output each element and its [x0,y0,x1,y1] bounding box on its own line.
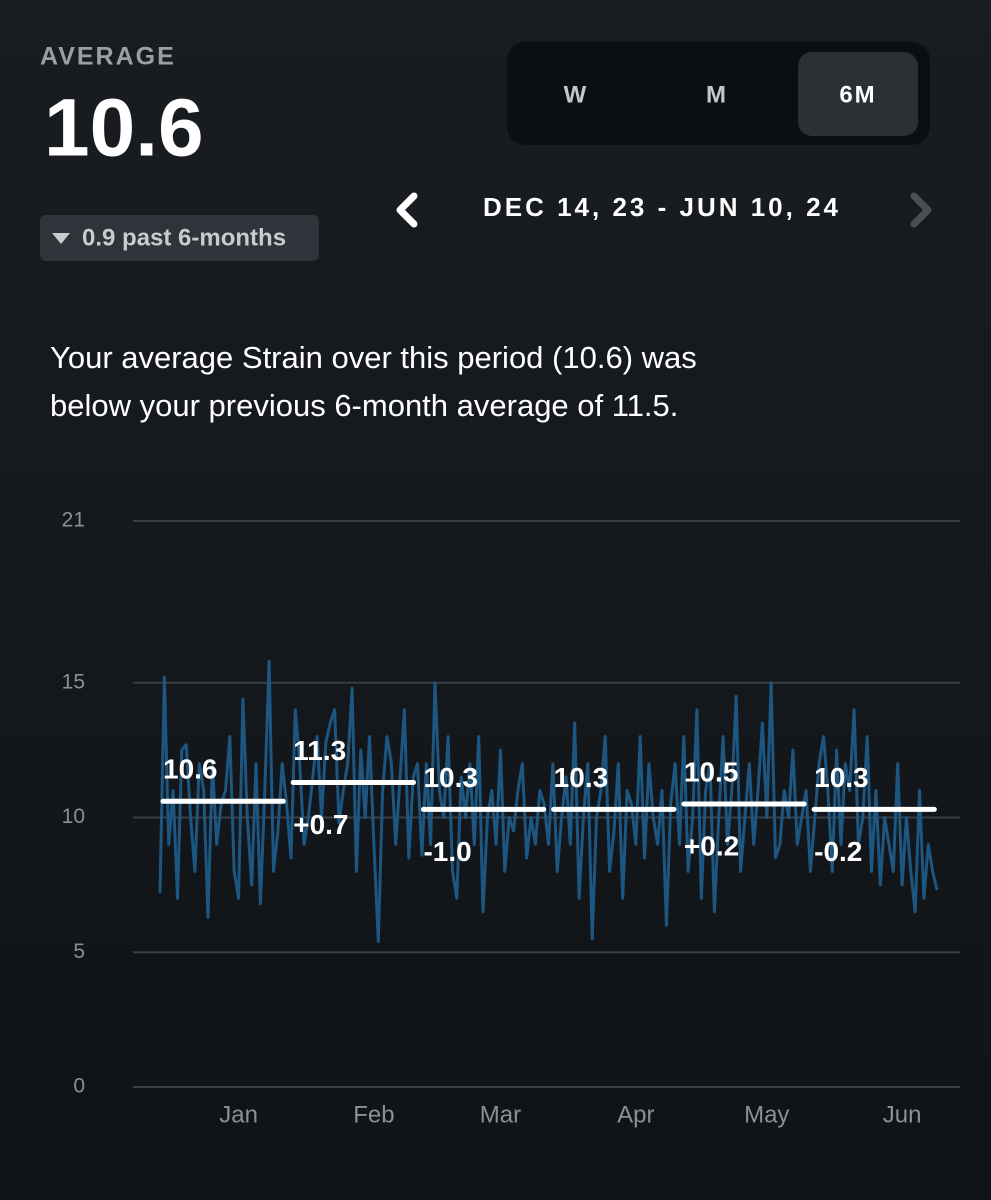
x-tick-label: Jan [219,1101,258,1128]
chart: 0 5 10 15 21 Jan Feb Mar Apr May Jun 10.6 11.3 +0.7 10… [62,509,960,1128]
average-value: 10.6 [44,83,204,174]
change-text: 0.9 past 6-months [82,224,286,251]
average-label: 10.3 [554,762,609,793]
x-tick-label: Apr [617,1101,654,1128]
date-range: DEC 14, 23 - JUN 10, 24 [483,192,841,222]
summary-line: Your average Strain over this period (10… [50,340,697,375]
change-badge [40,215,319,261]
active-tab [798,52,918,136]
next-arrow[interactable] [910,192,932,228]
x-tick-label: May [744,1101,789,1128]
average-label: AVERAGE [40,43,176,71]
down-icon [52,233,70,244]
tab[interactable]: M [706,81,728,108]
change-label: -0.2 [814,836,862,867]
average-label: 10.6 [163,754,218,785]
average-label: 10.3 [423,762,478,793]
tab[interactable]: W [564,81,589,108]
change-label: +0.2 [684,830,739,861]
prev-arrow[interactable] [396,192,418,228]
average-label: 10.5 [684,756,739,787]
x-tick-label: Feb [353,1101,394,1128]
daily-line [158,659,939,943]
y-tick-label: 21 [62,509,85,532]
tab[interactable]: 6M [839,81,876,108]
summary-line: below your previous 6-month average of 1… [50,388,678,423]
change-label: +0.7 [293,809,348,840]
y-tick-label: 5 [73,940,85,963]
y-tick-label: 0 [73,1075,85,1098]
average-label: 11.3 [293,735,346,766]
y-tick-label: 15 [62,670,85,693]
y-tick-label: 10 [62,805,85,828]
change-label: -1.0 [423,836,471,867]
x-tick-label: Mar [480,1101,521,1128]
average-label: 10.3 [814,762,869,793]
x-tick-label: Jun [883,1101,922,1128]
